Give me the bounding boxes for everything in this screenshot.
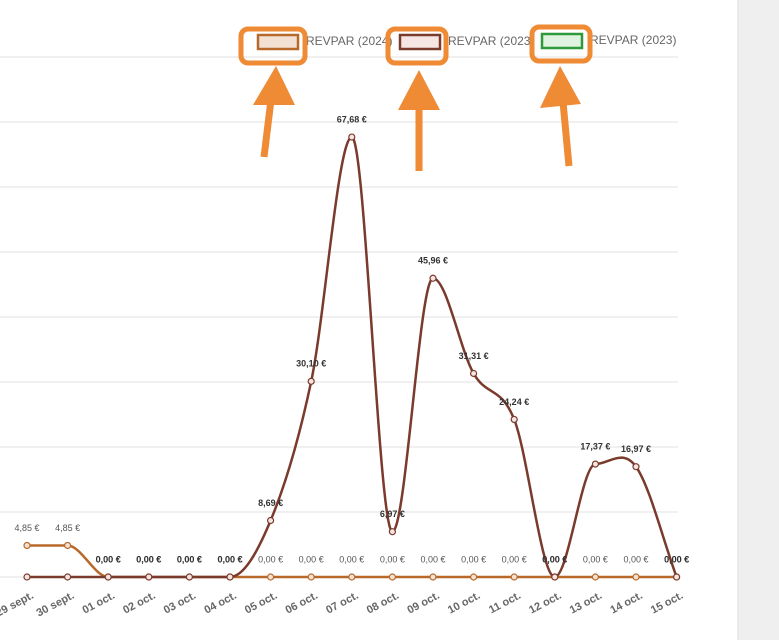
data-label: 4,85 €	[14, 523, 39, 533]
data-point	[510, 415, 518, 424]
x-tick-label: 07 oct.	[324, 590, 360, 617]
data-point	[104, 573, 112, 581]
data-label: 0,00 €	[461, 554, 486, 564]
data-label: 24,24 €	[499, 397, 529, 407]
x-tick-label: 02 oct.	[121, 590, 157, 617]
data-point	[551, 573, 559, 581]
data-point	[388, 528, 396, 536]
data-point	[388, 573, 396, 581]
data-label: 0,00 €	[96, 554, 121, 564]
data-point	[510, 573, 518, 581]
data-label: 0,00 €	[542, 554, 567, 564]
x-tick-label: 10 oct.	[446, 590, 482, 617]
x-tick-label: 01 oct.	[81, 590, 117, 617]
data-point	[470, 573, 478, 581]
legend-label: REVPAR (2023)	[448, 34, 534, 48]
data-label: 6,97 €	[380, 509, 405, 519]
data-point	[429, 274, 437, 282]
data-label: 0,00 €	[542, 554, 567, 564]
arrow-head	[540, 66, 581, 108]
data-point	[63, 573, 72, 581]
data-label: 0,00 €	[217, 554, 242, 564]
arrow-shaft	[559, 101, 573, 167]
data-point	[145, 573, 153, 581]
highlight-box	[385, 26, 449, 66]
x-tick-label: 03 oct.	[162, 590, 198, 617]
data-label: 0,00 €	[136, 554, 161, 564]
data-label: 0,00 €	[664, 554, 689, 564]
data-label: 30,10 €	[296, 359, 326, 369]
legend-label: REVPAR (2023)	[590, 33, 676, 47]
arrow-shaft	[260, 99, 275, 158]
data-label: 45,96 €	[418, 256, 448, 266]
data-point	[591, 573, 600, 581]
data-label: 0,00 €	[177, 554, 202, 564]
legend-swatch	[256, 33, 300, 51]
data-point	[185, 573, 193, 581]
x-tick-label: 15 oct.	[649, 590, 685, 617]
data-point	[591, 460, 600, 468]
data-point	[307, 377, 315, 385]
data-point	[63, 541, 72, 550]
data-point	[429, 573, 437, 581]
data-point	[348, 133, 356, 141]
data-label: 0,00 €	[664, 554, 689, 564]
data-label: 0,00 €	[258, 554, 283, 564]
data-point	[267, 573, 275, 581]
data-label: 16,97 €	[621, 444, 651, 454]
data-point	[226, 573, 234, 581]
side-panel	[738, 0, 779, 640]
data-point	[307, 573, 315, 581]
highlight-box	[529, 24, 593, 64]
data-point	[470, 369, 478, 378]
data-label: 0,00 €	[177, 554, 202, 564]
annotations	[238, 24, 593, 171]
data-point	[632, 463, 640, 471]
x-tick-label: 06 oct.	[284, 590, 320, 617]
x-tick-label: 09 oct.	[405, 590, 441, 617]
x-tick-label: 08 oct.	[365, 590, 401, 617]
x-tick-label: 11 oct.	[487, 590, 523, 617]
legend-label: REVPAR (2024)	[306, 34, 392, 48]
data-label: 0,00 €	[583, 554, 608, 564]
arrow-head	[253, 66, 295, 105]
data-label: 0,00 €	[502, 554, 527, 564]
data-label: 0,00 €	[420, 554, 445, 564]
data-label: 0,00 €	[623, 554, 648, 564]
plot-area: 29 sept.30 sept. 01 oct. 02 oct. 03 oct. 04 …	[0, 56, 689, 620]
x-tick-label: 05 oct.	[243, 590, 279, 617]
data-label: 67,68 €	[337, 114, 367, 124]
data-point	[672, 573, 681, 581]
series-line	[27, 135, 678, 579]
data-label: 0,00 €	[339, 554, 364, 564]
data-label: 0,00 €	[136, 554, 161, 564]
x-tick-label: 14 oct.	[608, 590, 644, 617]
data-label: 0,00 €	[217, 554, 242, 564]
data-label: 31,31 €	[459, 351, 489, 361]
legend-swatch	[540, 32, 584, 50]
x-tick-label: 29 sept.	[0, 590, 36, 620]
data-label: 0,00 €	[299, 554, 324, 564]
data-label: 4,85 €	[55, 523, 80, 533]
x-tick-label: 30 sept.	[35, 590, 77, 620]
x-tick-label: 13 oct.	[568, 590, 604, 617]
data-point	[348, 573, 356, 581]
data-point	[267, 516, 275, 525]
data-point	[23, 541, 31, 550]
legend: REVPAR (2024) REVPAR (2023) REVPAR (2023)	[256, 32, 676, 51]
data-point	[632, 573, 640, 581]
highlight-box	[238, 26, 308, 66]
data-label: 0,00 €	[380, 554, 405, 564]
x-tick-label: 12 oct.	[527, 590, 563, 617]
data-label: 17,37 €	[580, 441, 610, 451]
data-label: 0,00 €	[96, 554, 121, 564]
data-point	[23, 573, 31, 581]
legend-swatch	[398, 33, 442, 51]
data-label: 8,69 €	[258, 498, 283, 508]
x-tick-label: 04 oct.	[202, 590, 238, 617]
arrow-head	[398, 70, 440, 110]
